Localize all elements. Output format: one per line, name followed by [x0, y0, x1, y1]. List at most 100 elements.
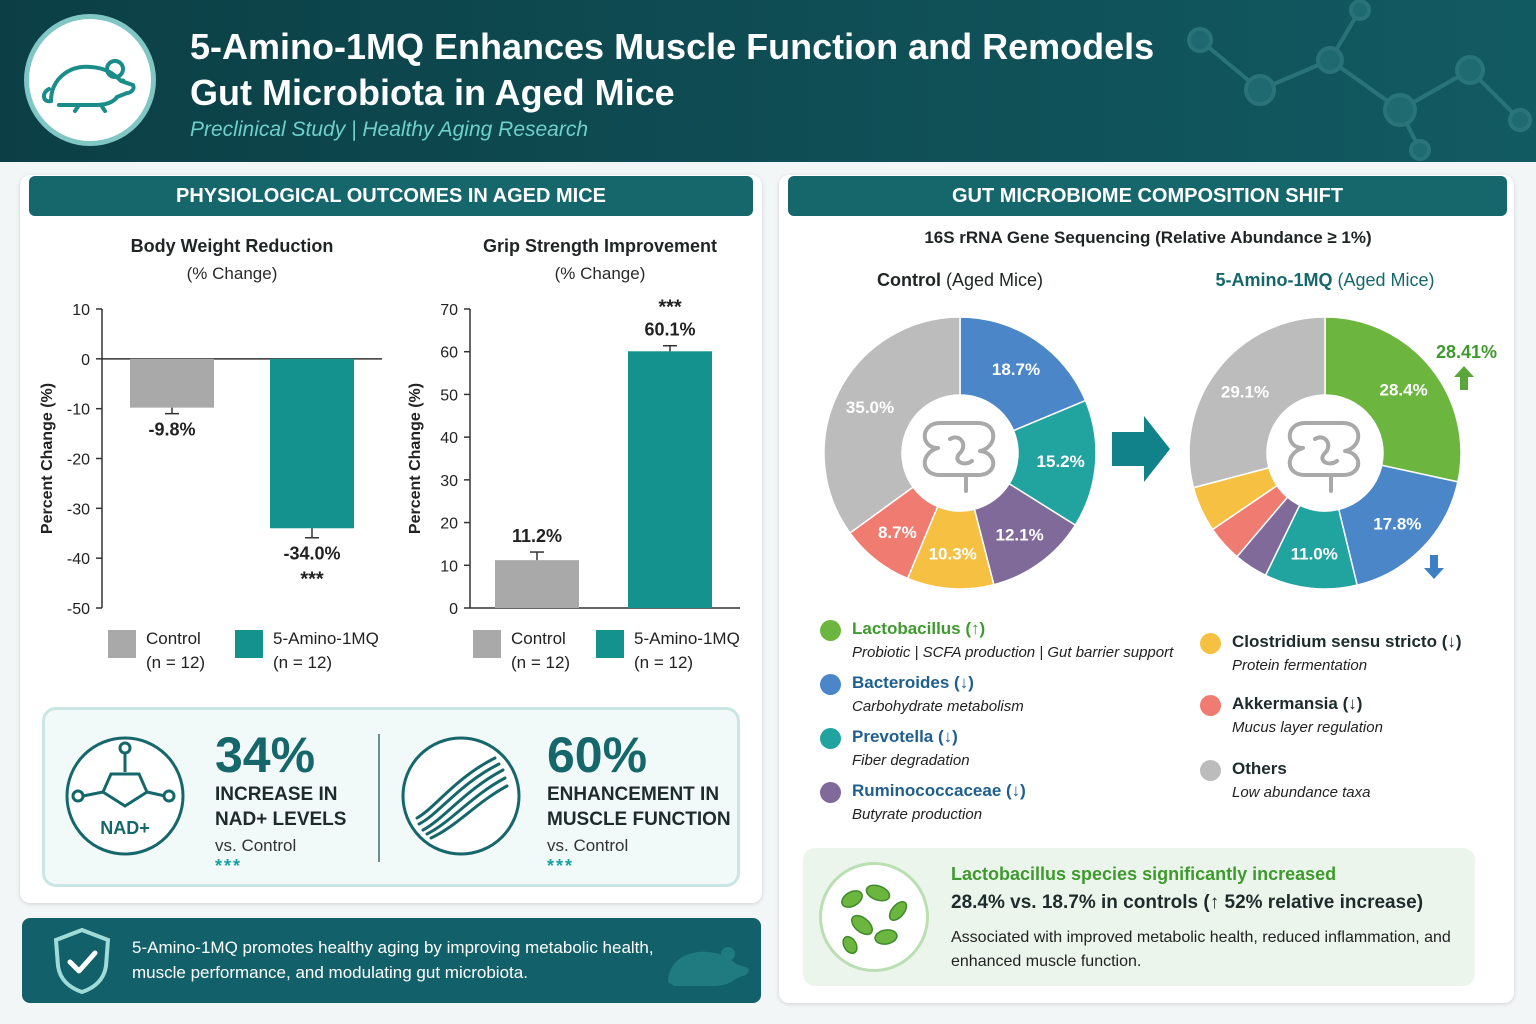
- microbe-legend-description: Mucus layer regulation: [1232, 719, 1383, 736]
- microbe-legend-description: Carbohydrate metabolism: [852, 698, 1024, 715]
- legend-control-n-2: (n = 12): [511, 653, 571, 672]
- muscle-stat-label: ENHANCEMENT IN MUSCLE FUNCTION: [547, 782, 731, 832]
- weight-chart-title: Body Weight Reduction: [130, 236, 334, 256]
- page-title: 5-Amino-1MQ Enhances Muscle Function and…: [190, 24, 1190, 116]
- grip-y-tick-label: 0: [449, 601, 458, 618]
- muscle-stat-line1: ENHANCEMENT IN: [547, 784, 720, 805]
- weight-y-tick-label: 0: [81, 352, 90, 369]
- nad-molecule-icon: NAD+: [65, 736, 185, 856]
- microbe-legend-name: Lactobacillus (↑): [852, 619, 986, 638]
- weight-data-label-0: -9.8%: [148, 420, 195, 440]
- muscle-icon: [401, 736, 521, 856]
- nad-stat-value: 34%: [215, 727, 316, 783]
- grip-data-label-1: 60.1%: [644, 320, 695, 340]
- grip-chart-unit: (% Change): [554, 264, 646, 283]
- grip-significance-1: ***: [658, 297, 682, 319]
- molecule-background-icon: [1187, 0, 1532, 161]
- microbe-legend-dot: [820, 620, 841, 641]
- muscle-stat-stars: ***: [547, 856, 575, 876]
- grip-y-tick-label: 70: [440, 302, 458, 319]
- control-pie-chart: 18.7% 15.2% 12.1% 10.3% 8.7% 35.0%: [823, 316, 1097, 590]
- grip-y-tick-label: 20: [440, 516, 458, 533]
- microbe-legend-description: Protein fermentation: [1232, 657, 1368, 674]
- microbe-legend-dot: [820, 674, 841, 695]
- weight-y-axis-label: Percent Change (%): [39, 383, 56, 534]
- treatment-pie-title-suffix: (Aged Mice): [1337, 270, 1435, 290]
- nad-stat-stars: ***: [215, 856, 243, 876]
- grip-bar-chart: 70 60 50 40 30 20 10 0 Percent Change (%) 11.2% 60…: [407, 297, 740, 618]
- microbe-legend-description: Low abundance taxa: [1232, 784, 1371, 801]
- legend-treatment-label-2: 5-Amino-1MQ: [634, 629, 740, 648]
- microbiome-heading: GUT MICROBIOME COMPOSITION SHIFT: [788, 176, 1507, 216]
- muscle-stat-value: 60%: [547, 727, 648, 783]
- physiological-heading: PHYSIOLOGICAL OUTCOMES IN AGED MICE: [29, 176, 753, 216]
- legend-control-n: (n = 12): [146, 653, 206, 672]
- lactobacillus-box: Lactobacillus species significantly incr…: [803, 848, 1475, 986]
- weight-bar-1: [270, 358, 354, 529]
- grip-y-tick-label: 40: [440, 430, 458, 447]
- grip-y-tick-label: 50: [440, 387, 458, 404]
- legend-control: Control (n = 12): [146, 627, 205, 675]
- weight-y-tick-label: -40: [67, 551, 90, 568]
- legend-control-label-2: Control: [511, 629, 566, 648]
- grip-y-tick-label: 10: [440, 558, 458, 575]
- legend-treatment: 5-Amino-1MQ (n = 12): [273, 627, 379, 675]
- microbe-legend-description: Probiotic | SCFA production | Gut barrie…: [852, 644, 1174, 661]
- microbe-legend-dot: [1200, 760, 1221, 781]
- decrease-arrow-icon: [1424, 555, 1444, 579]
- shift-arrow-icon: [1112, 416, 1170, 482]
- lactobacillus-heading: Lactobacillus species significantly incr…: [951, 864, 1337, 884]
- treatment-pie-slice-label-1: 17.8%: [1373, 515, 1421, 534]
- microbe-legend-name: Others: [1232, 759, 1287, 778]
- control-pie-intestine-icon: [922, 421, 996, 493]
- microbe-legend-dot: [820, 782, 841, 803]
- muscle-stat-line2: MUSCLE FUNCTION: [547, 809, 731, 830]
- microbe-legend-description: Fiber degradation: [852, 752, 970, 769]
- legend-treatment-swatch: [235, 630, 263, 658]
- legend-treatment-n-2: (n = 12): [634, 653, 694, 672]
- microbe-legend-name: Prevotella (↓): [852, 727, 958, 746]
- control-pie-title-suffix: (Aged Mice): [945, 270, 1044, 290]
- weight-y-tick-label: -20: [67, 452, 90, 469]
- mouse-icon: [42, 59, 136, 113]
- grip-y-axis-label: Percent Change (%): [407, 383, 424, 534]
- legend-control-2: Control (n = 12): [511, 627, 570, 675]
- stats-divider: [378, 734, 380, 862]
- control-pie-slice-label-0: 18.7%: [992, 360, 1040, 379]
- sequencing-title: 16S rRNA Gene Sequencing (Relative Abund…: [924, 228, 1372, 247]
- weight-bar-chart: 10 0 -10 -20 -30 -40 -50 Percent Change (%) -9.8…: [39, 302, 382, 618]
- legend-treatment-swatch-2: [596, 630, 624, 658]
- microbe-legend-dot: [1200, 633, 1221, 654]
- bacteria-icon-circle: [819, 862, 929, 972]
- nad-stat-line1: INCREASE IN: [215, 784, 338, 805]
- control-pie-slice-label-2: 12.1%: [996, 526, 1044, 545]
- summary-banner: 5-Amino-1MQ promotes healthy aging by im…: [22, 918, 761, 1003]
- nad-icon-label: NAD+: [100, 818, 150, 838]
- microbe-legend-dot: [820, 728, 841, 749]
- nad-stat-label: INCREASE IN NAD+ LEVELS: [215, 782, 346, 832]
- mouse-logo: [24, 14, 156, 146]
- microbe-legend-description: Butyrate production: [852, 806, 983, 823]
- legend-control-swatch-2: [473, 630, 501, 658]
- control-pie-title: Control (Aged Mice): [820, 270, 1100, 291]
- nad-stat-line2: NAD+ LEVELS: [215, 809, 347, 830]
- treatment-pie-slice-label-6: 29.1%: [1221, 382, 1269, 401]
- microbe-legend-name: Ruminococcaceae (↓): [852, 781, 1026, 800]
- weight-y-tick-label: -10: [67, 402, 90, 419]
- lactobacillus-description: Associated with improved metabolic healt…: [951, 929, 1451, 970]
- weight-chart-unit: (% Change): [186, 264, 278, 283]
- treatment-pie-intestine-icon: [1287, 421, 1361, 493]
- treatment-pie-slice-0: [1324, 316, 1462, 483]
- grip-y-tick-label: 30: [440, 473, 458, 490]
- stats-box: NAD+ 34% INCREASE IN NAD+ LEVELS vs. Con…: [42, 707, 740, 887]
- legend-control-swatch: [108, 630, 136, 658]
- treatment-pie-chart: 28.4% 17.8% 11.0% 29.1%: [1188, 316, 1462, 590]
- increase-arrow-icon: [1454, 366, 1474, 390]
- grip-y-tick-label: 60: [440, 345, 458, 362]
- control-pie-slice-label-1: 15.2%: [1037, 452, 1085, 471]
- mouse-silhouette-icon: [668, 947, 749, 986]
- weight-y-tick-label: -30: [67, 501, 90, 518]
- control-pie-title-main: Control: [876, 270, 941, 290]
- legend-control-label: Control: [146, 629, 201, 648]
- treatment-pie-slice-label-2: 11.0%: [1291, 544, 1338, 563]
